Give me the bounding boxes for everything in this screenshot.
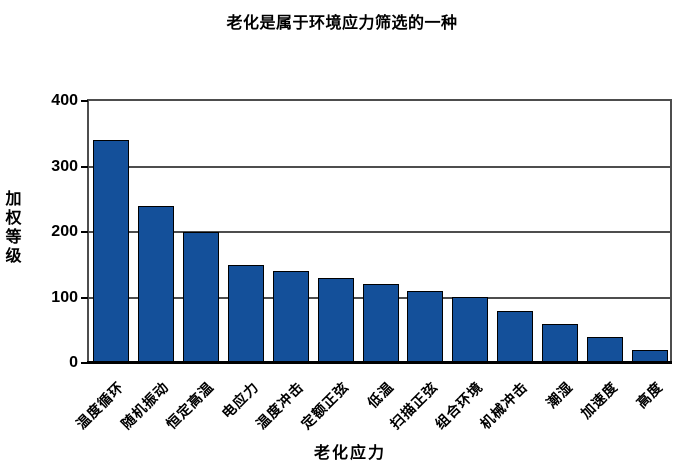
x-category-label: 扫描正弦 bbox=[387, 378, 442, 433]
bar bbox=[542, 324, 578, 363]
y-tick-mark bbox=[81, 231, 88, 233]
chart-title: 老化是属于环境应力筛选的一种 bbox=[226, 15, 458, 32]
x-axis-title: 老化应力 bbox=[313, 445, 386, 462]
x-category-label: 机械冲击 bbox=[477, 378, 531, 433]
x-category-label: 低温 bbox=[363, 378, 397, 411]
x-category-label: 加速度 bbox=[577, 378, 621, 422]
bar bbox=[273, 271, 309, 363]
y-tick-mark bbox=[81, 100, 88, 102]
bar bbox=[183, 232, 219, 363]
bar bbox=[497, 311, 533, 363]
x-axis-line bbox=[87, 361, 672, 364]
x-category-label: 高度 bbox=[632, 378, 666, 411]
x-category-label: 定额正弦 bbox=[297, 378, 352, 433]
bar bbox=[228, 265, 264, 363]
y-tick-label: 200 bbox=[51, 223, 78, 240]
y-tick-mark bbox=[81, 296, 88, 299]
bar bbox=[452, 297, 488, 363]
x-category-label: 恒定高温 bbox=[163, 378, 217, 433]
x-category-label: 潮湿 bbox=[543, 378, 576, 411]
bar bbox=[138, 206, 174, 363]
bar bbox=[93, 140, 129, 363]
bar bbox=[587, 337, 623, 363]
y-axis-title: 加权等级 bbox=[5, 191, 22, 265]
bar bbox=[363, 284, 399, 363]
x-category-label: 温度冲击 bbox=[252, 378, 307, 433]
y-tick-label: 100 bbox=[51, 288, 78, 306]
gridline bbox=[89, 165, 672, 168]
y-tick-label: 300 bbox=[51, 157, 78, 175]
y-tick-mark bbox=[81, 165, 88, 168]
bar bbox=[318, 278, 354, 363]
x-category-label: 温度循环 bbox=[73, 378, 128, 433]
x-category-label: 组合环境 bbox=[432, 378, 486, 433]
bar bbox=[407, 291, 443, 363]
y-tick-label: 0 bbox=[69, 354, 78, 371]
gridline bbox=[89, 231, 672, 233]
y-tick-mark bbox=[81, 362, 88, 364]
x-category-label: 随机振动 bbox=[118, 378, 173, 433]
y-tick-label: 400 bbox=[51, 92, 78, 109]
